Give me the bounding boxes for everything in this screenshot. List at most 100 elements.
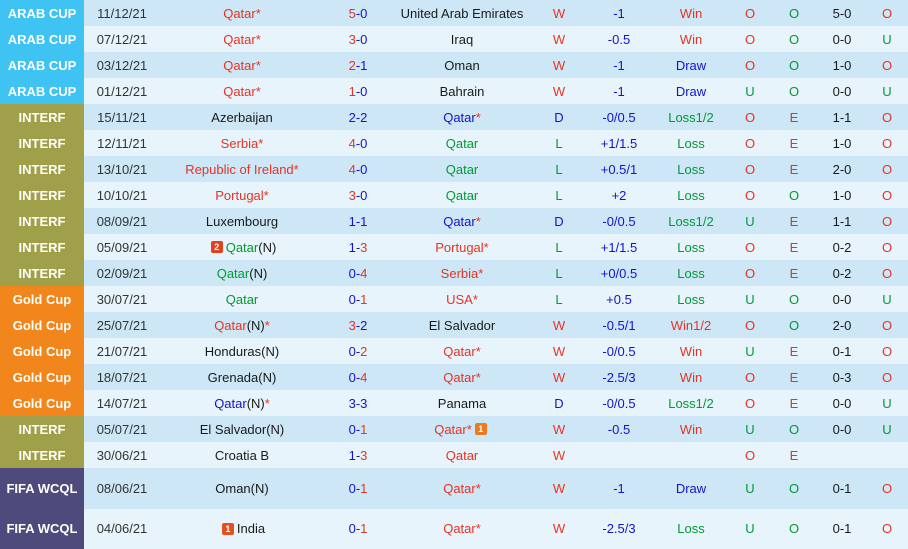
text-part: E	[789, 213, 799, 229]
text-part: O	[881, 521, 893, 537]
match-row[interactable]: Gold Cup 14/07/21 Qatar (N) * 3-3 Panama D…	[0, 390, 908, 416]
halftime-score: 1-0	[832, 57, 852, 73]
text-part: W	[552, 343, 566, 359]
home-team: Qatar*	[160, 0, 324, 26]
away-team: Serbia*	[392, 260, 532, 286]
text-part: 2-2	[348, 109, 368, 125]
match-date: 25/07/21	[96, 317, 148, 333]
handicap-result: Loss	[652, 130, 730, 156]
card-badge-icon: 2	[210, 241, 223, 253]
text-part: 5	[348, 5, 356, 21]
over-under-result: U	[730, 338, 770, 364]
text-part: U	[745, 480, 755, 496]
over-under-result: U	[730, 509, 770, 549]
text-part: *	[264, 395, 270, 411]
match-row[interactable]: ARAB CUP 03/12/21 Qatar* 2 -1 Oman W -1 D…	[0, 52, 908, 78]
handicap-result: Loss	[652, 182, 730, 208]
text-part: -1	[355, 57, 368, 73]
competition-label: INTERF	[0, 156, 84, 182]
text-part: India	[236, 521, 266, 537]
home-team: Qatar*	[160, 52, 324, 78]
match-row[interactable]: Gold Cup 25/07/21 Qatar (N) * 3 -2 El Salva…	[0, 312, 908, 338]
home-team: Portugal*	[160, 182, 324, 208]
asian-handicap-line: -1	[613, 83, 625, 99]
text-part: Win	[679, 421, 703, 437]
handicap-result	[652, 442, 730, 468]
handicap-result: Loss1/2	[652, 390, 730, 416]
halftime-over-under: O	[866, 234, 908, 260]
text-part: O	[744, 239, 756, 255]
fulltime-score: 0- 1	[324, 416, 392, 442]
text-part: Qatar*	[443, 343, 481, 359]
over-under-result: U	[730, 78, 770, 104]
away-team: Qatar*	[392, 104, 532, 130]
match-row[interactable]: ARAB CUP 01/12/21 Qatar* 1 -0 Bahrain W -…	[0, 78, 908, 104]
odd-even-result: E	[770, 338, 818, 364]
text-part: 4	[360, 265, 368, 281]
match-row[interactable]: INTERF 02/09/21 Qatar (N) 0- 4 Serbia* L +…	[0, 260, 908, 286]
asian-handicap-line: -1	[613, 57, 625, 73]
over-under-result: O	[730, 0, 770, 26]
odd-even-result: O	[770, 52, 818, 78]
match-date: 08/09/21	[96, 213, 148, 229]
text-part: USA*	[446, 291, 478, 307]
competition-label: INTERF	[0, 234, 84, 260]
text-part: O	[881, 109, 893, 125]
match-row[interactable]: FIFA WCQL 04/06/21 1 India 0- 1 Qatar* W -…	[0, 508, 908, 549]
match-row[interactable]: ARAB CUP 07/12/21 Qatar* 3 -0 Iraq W -0.5…	[0, 26, 908, 52]
text-part: Panama	[437, 395, 487, 411]
result-letter: D	[532, 390, 586, 416]
competition-label: Gold Cup	[0, 364, 84, 390]
away-team: Qatar	[392, 182, 532, 208]
match-row[interactable]: Gold Cup 30/07/21 Qatar 0- 1 USA* L +0.5 …	[0, 286, 908, 312]
asian-handicap-line: -0/0.5	[602, 109, 636, 125]
text-part: Win1/2	[670, 317, 712, 333]
match-date: 18/07/21	[96, 369, 148, 385]
text-part: Grenada(N)	[207, 369, 277, 385]
match-row[interactable]: INTERF 10/10/21 Portugal* 3 -0 Qatar L +2…	[0, 182, 908, 208]
text-part: Republic of Ireland*	[185, 161, 299, 177]
text-part: 3	[348, 317, 356, 333]
fulltime-score: 3 -2	[324, 312, 392, 338]
result-letter: L	[532, 182, 586, 208]
halftime-over-under: O	[866, 182, 908, 208]
text-part: Oman(N)	[215, 480, 269, 496]
match-date: 13/10/21	[96, 161, 148, 177]
text-part: U	[745, 83, 755, 99]
match-row[interactable]: Gold Cup 18/07/21 Grenada(N) 0- 4 Qatar* …	[0, 364, 908, 390]
match-row[interactable]: INTERF 30/06/21 Croatia B 1- 3 Qatar W O …	[0, 442, 908, 468]
odd-even-result: O	[770, 286, 818, 312]
halftime-score: 1-1	[832, 109, 852, 125]
match-row[interactable]: INTERF 05/07/21 El Salvador(N) 0- 1 Qatar…	[0, 416, 908, 442]
result-letter: D	[532, 104, 586, 130]
text-part: E	[789, 369, 799, 385]
asian-handicap-line: -0.5	[607, 31, 631, 47]
text-part: 1-1	[348, 213, 368, 229]
fulltime-score: 0- 1	[324, 468, 392, 509]
text-part: E	[789, 239, 799, 255]
odd-even-result: E	[770, 390, 818, 416]
fulltime-score: 0- 1	[324, 286, 392, 312]
match-row[interactable]: ARAB CUP 11/12/21 Qatar* 5 -0 United Arab…	[0, 0, 908, 26]
home-team: Qatar (N)	[160, 260, 324, 286]
text-part: Loss	[677, 265, 705, 281]
home-team: Qatar (N) *	[160, 390, 324, 416]
match-row[interactable]: INTERF 08/09/21 Luxembourg 1-1 Qatar * D …	[0, 208, 908, 234]
text-part: O	[881, 5, 893, 21]
text-part: O	[744, 265, 756, 281]
asian-handicap-line: -2.5/3	[602, 521, 636, 537]
match-row[interactable]: FIFA WCQL 08/06/21 Oman(N) 0- 1 Qatar* W …	[0, 468, 908, 509]
match-row[interactable]: INTERF 13/10/21 Republic of Ireland* 4 -0…	[0, 156, 908, 182]
text-part: O	[744, 5, 756, 21]
match-row[interactable]: INTERF 15/11/21 Azerbaijan 2-2 Qatar * D …	[0, 104, 908, 130]
result-letter: W	[532, 509, 586, 549]
text-part: U	[745, 213, 755, 229]
match-row[interactable]: INTERF 12/11/21 Serbia* 4 -0 Qatar L +1/1…	[0, 130, 908, 156]
away-team: Qatar*	[392, 509, 532, 549]
halftime-over-under: O	[866, 208, 908, 234]
text-part: O	[788, 31, 800, 47]
asian-handicap-line	[586, 442, 652, 468]
match-date: 30/06/21	[96, 447, 148, 463]
match-row[interactable]: INTERF 05/09/21 2 Qatar (N) 1- 3 Portugal* …	[0, 234, 908, 260]
match-row[interactable]: Gold Cup 21/07/21 Honduras(N) 0- 2 Qatar*…	[0, 338, 908, 364]
